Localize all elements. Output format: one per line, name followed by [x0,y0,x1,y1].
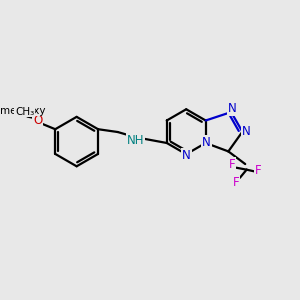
Text: F: F [232,176,239,189]
Text: O: O [33,114,42,127]
Text: N: N [202,136,211,149]
Text: N: N [228,102,237,115]
Text: methoxy: methoxy [0,106,45,116]
Text: N: N [182,149,190,162]
Text: F: F [255,164,262,177]
Text: NH: NH [127,134,145,147]
Text: F: F [229,158,235,171]
Text: N: N [242,125,251,138]
Text: CH₃: CH₃ [15,107,34,117]
